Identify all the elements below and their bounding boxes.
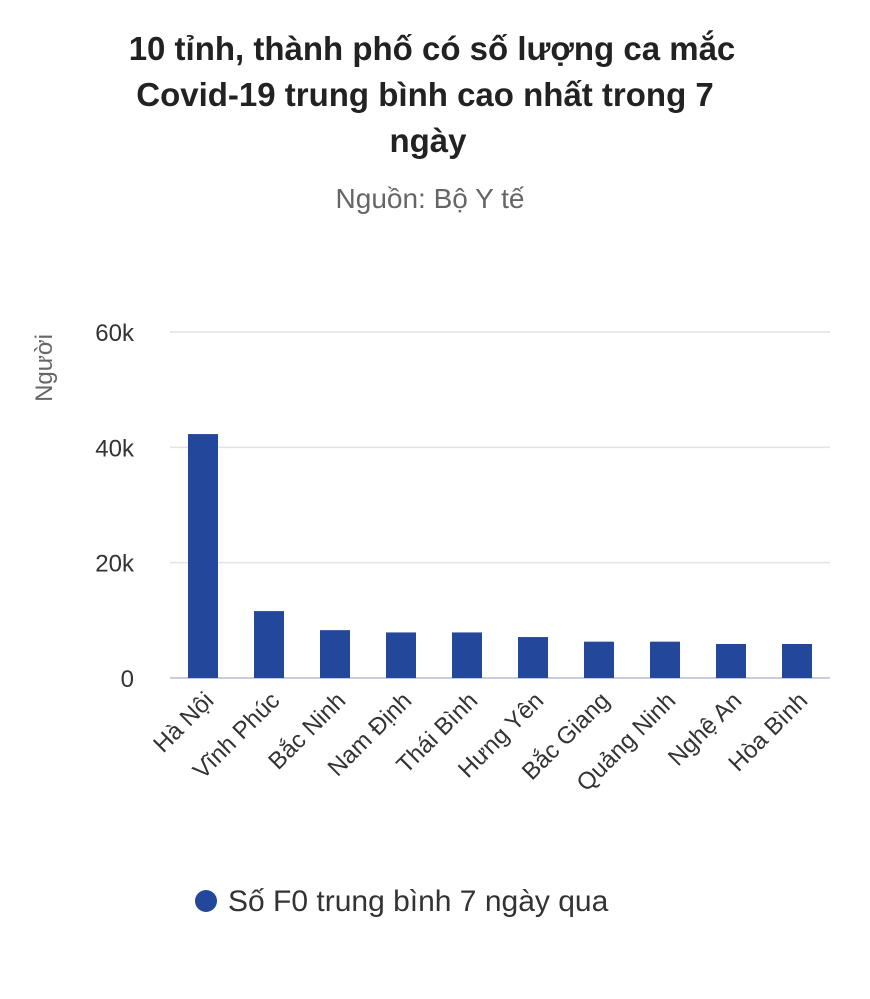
y-axis-ticks: 0 20k 40k 60k (95, 320, 135, 693)
bar-5[interactable] (518, 637, 548, 678)
bars (188, 434, 812, 678)
bar-2[interactable] (320, 630, 350, 678)
bar-6[interactable] (584, 642, 614, 678)
bar-0[interactable] (188, 434, 218, 678)
legend-swatch-series-1 (195, 890, 217, 912)
chart-title-line-1: 10 tỉnh, thành phố có số lượng ca mắc (129, 30, 736, 67)
bar-7[interactable] (650, 642, 680, 678)
y-tick-label-2: 40k (95, 435, 135, 462)
legend[interactable]: Số F0 trung bình 7 ngày qua (195, 885, 609, 918)
bar-3[interactable] (386, 632, 416, 678)
bar-1[interactable] (254, 611, 284, 678)
chart-title-line-3: ngày (389, 122, 467, 159)
y-tick-label-0: 0 (121, 666, 134, 693)
y-tick-label-3: 60k (95, 320, 135, 347)
y-tick-label-1: 20k (95, 551, 135, 578)
bar-9[interactable] (782, 644, 812, 678)
bar-4[interactable] (452, 632, 482, 678)
bar-8[interactable] (716, 644, 746, 678)
chart-title-line-2: Covid-19 trung bình cao nhất trong 7 (136, 76, 714, 113)
chart-subtitle: Nguồn: Bộ Y tế (336, 183, 525, 214)
y-axis-title: Người (31, 334, 58, 402)
legend-label-series-1: Số F0 trung bình 7 ngày qua (228, 885, 609, 918)
